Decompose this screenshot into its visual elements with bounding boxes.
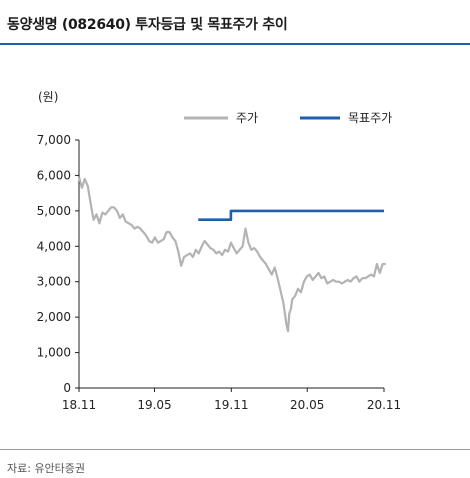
series-line-target-price [198,209,384,221]
axes-layer: 0 1,000 2,000 3,000 4,000 5,000 6,000 7,000 18.1… [37,90,402,412]
x-tick-label: 20.11 [367,398,401,412]
chart-title: 동양생명 (082640) 투자등급 및 목표주가 추이 [7,17,288,33]
series-layer [77,176,386,333]
y-tick-label: 4,000 [37,239,71,253]
y-tick-label: 1,000 [37,346,71,360]
y-tick-label: 5,000 [37,204,71,218]
y-tick-label: 0 [63,381,71,395]
source-note: 자료: 유안타증권 [7,462,86,475]
y-tick-label: 6,000 [37,168,71,182]
y-tick-label: 3,000 [37,275,71,289]
footer-divider [0,449,470,450]
x-tick-label: 18.11 [62,398,96,412]
y-tick-label: 2,000 [37,310,71,324]
legend: 주가 목표주가 [184,111,392,125]
x-tick-label: 20.05 [290,398,324,412]
y-axis-unit-label: (원) [38,90,58,104]
x-tick-label: 19.05 [137,398,171,412]
legend-label-price: 주가 [236,111,258,125]
legend-label-target-price: 목표주가 [348,111,392,125]
title-divider [0,43,470,45]
price-chart: 0 1,000 2,000 3,000 4,000 5,000 6,000 7,000 18.1… [37,90,402,412]
y-tick-label: 7,000 [37,133,71,147]
x-tick-label: 19.11 [214,398,248,412]
series-line-price [77,176,386,333]
